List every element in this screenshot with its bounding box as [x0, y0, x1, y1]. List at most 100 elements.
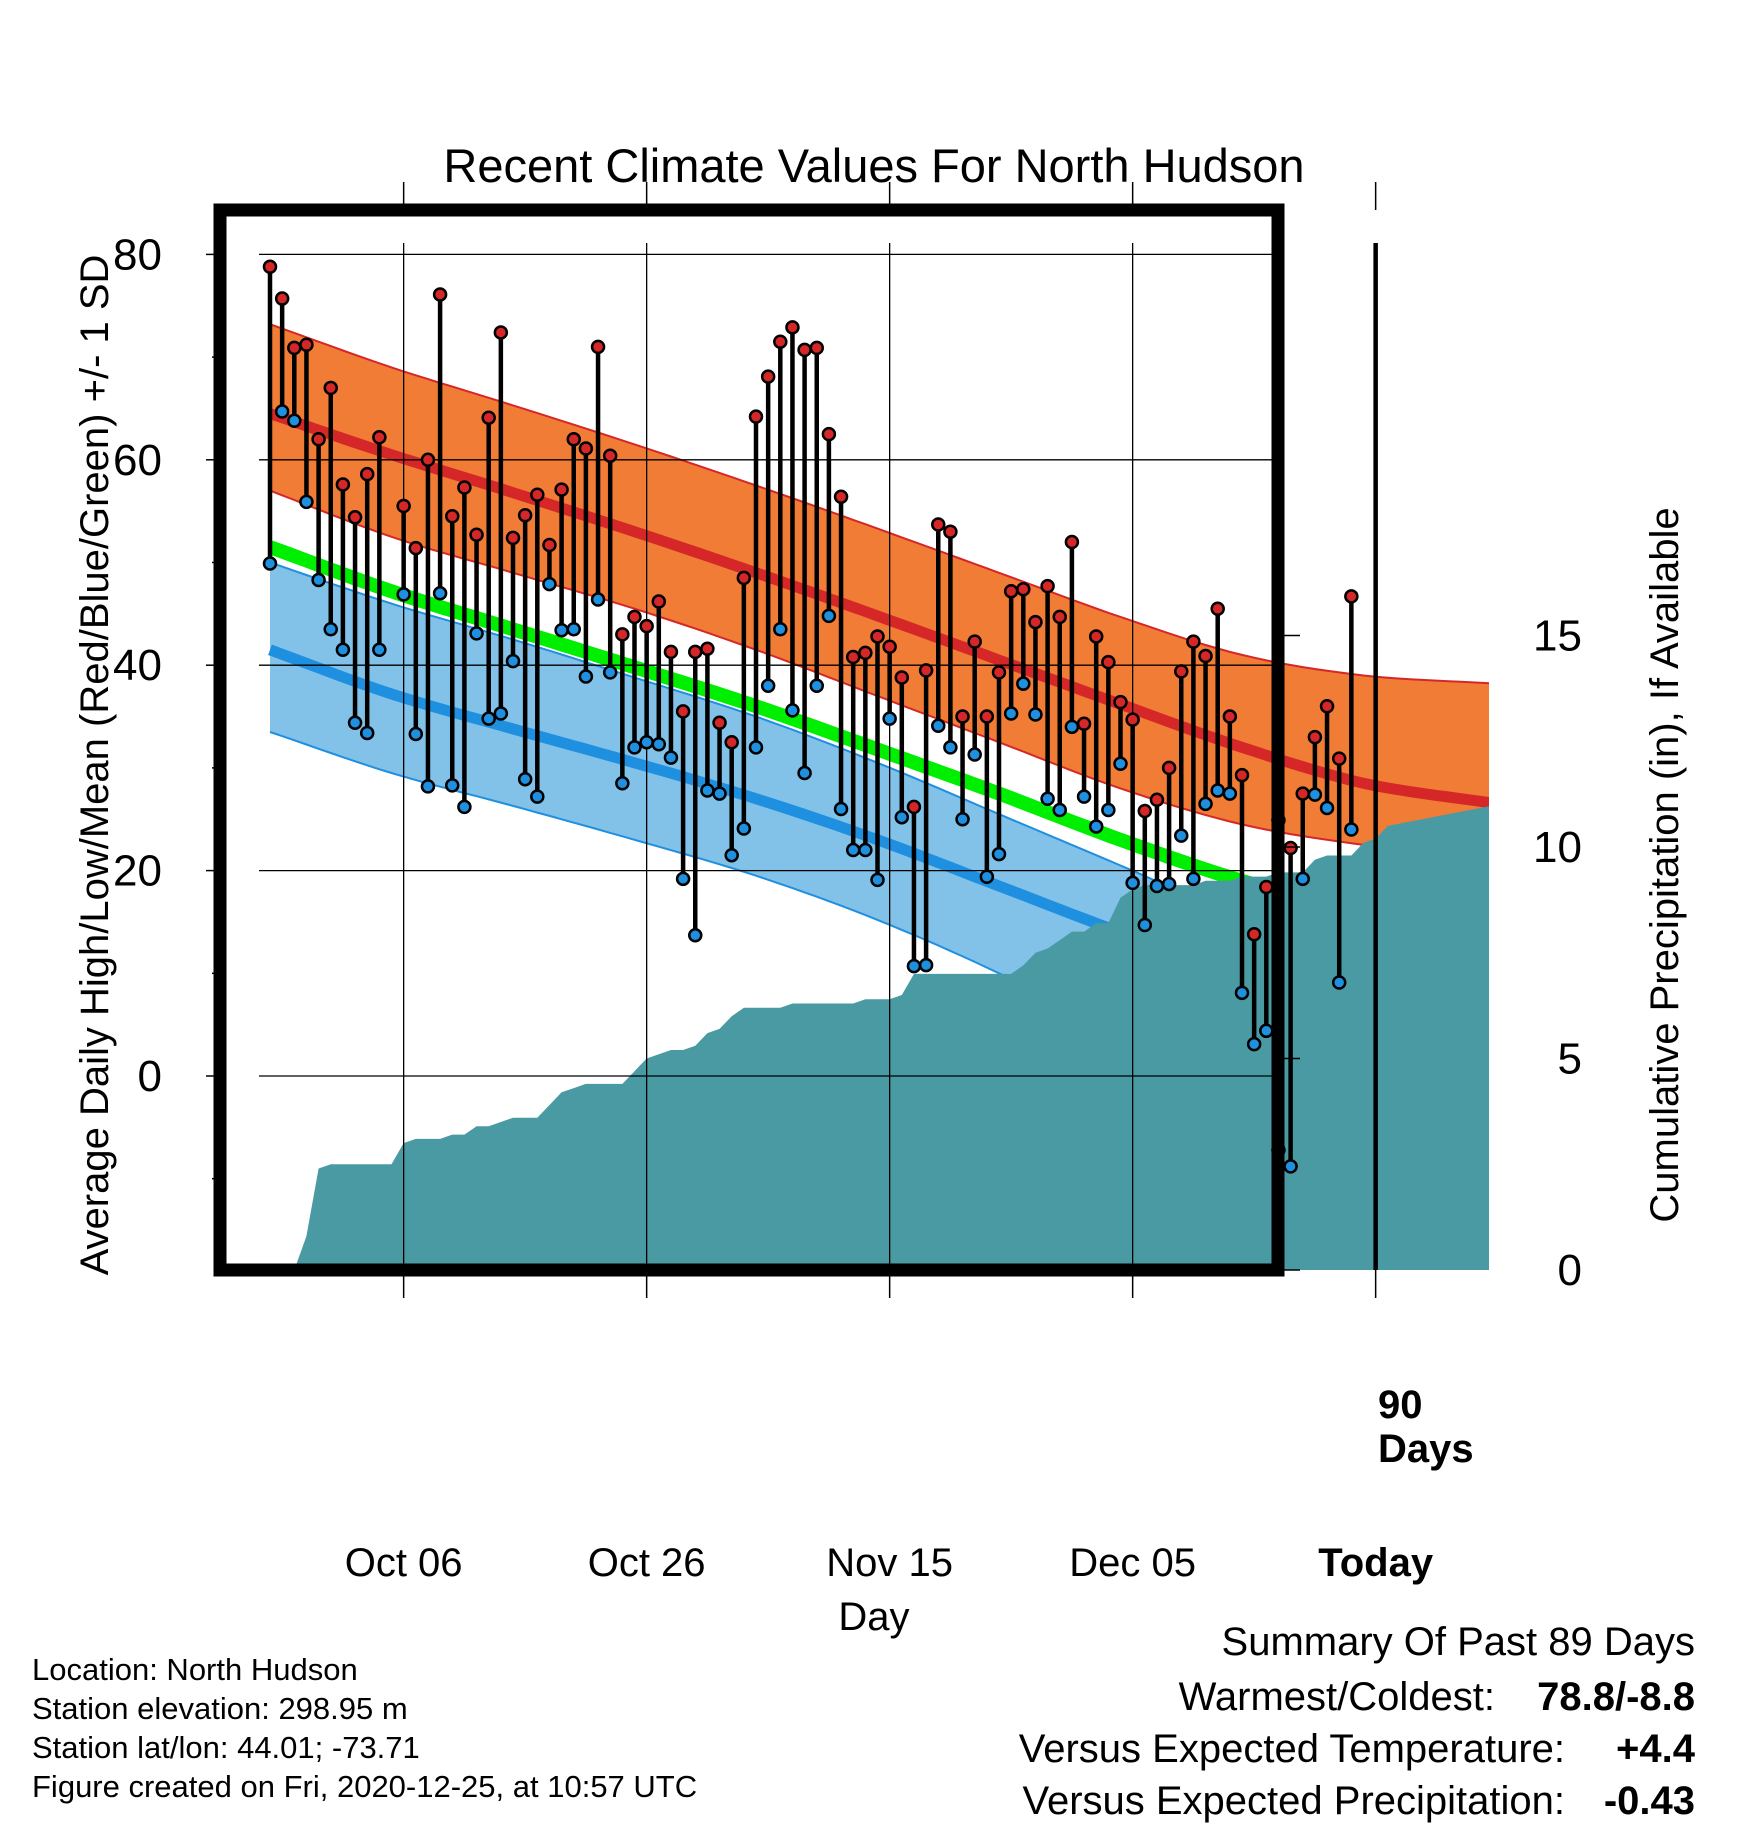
high-point	[760, 369, 776, 384]
high-point	[481, 410, 496, 425]
low-point	[323, 622, 338, 637]
high-point	[396, 498, 411, 514]
low-point	[493, 706, 509, 721]
low-point	[1076, 789, 1092, 804]
high-point	[773, 334, 788, 349]
high-point	[1210, 601, 1225, 616]
low-point	[274, 404, 290, 419]
high-point	[675, 704, 691, 719]
high-point	[1222, 709, 1238, 724]
low-point	[1088, 819, 1104, 834]
low-point	[639, 734, 654, 750]
low-point	[542, 576, 557, 592]
low-point	[1344, 822, 1359, 837]
info-latlon: Station lat/lon: 44.01; -73.71	[32, 1730, 420, 1765]
low-point	[955, 812, 970, 827]
high-point	[1125, 712, 1140, 727]
low-point	[663, 750, 679, 765]
high-point	[1283, 840, 1298, 856]
high-point	[578, 441, 594, 456]
high-point	[335, 477, 351, 492]
high-point	[1137, 803, 1153, 819]
low-point	[724, 847, 739, 863]
high-point	[797, 342, 812, 358]
high-point	[955, 709, 970, 724]
high-point	[311, 432, 326, 447]
low-point	[833, 801, 849, 817]
high-point	[432, 287, 448, 302]
low-point	[1137, 917, 1153, 933]
info-created: Figure created on Fri, 2020-12-25, at 10…	[32, 1769, 697, 1804]
today-days-count: 90	[1378, 1383, 1423, 1427]
high-point	[858, 645, 873, 661]
high-point	[931, 517, 946, 532]
high-point	[493, 325, 509, 340]
summary-precip-label: Versus Expected Precipitation:	[1022, 1779, 1565, 1823]
high-point	[469, 527, 484, 543]
high-point	[1246, 927, 1262, 942]
high-point	[408, 540, 424, 556]
x-tick-label: Nov 15	[826, 1541, 953, 1585]
high-point	[979, 709, 995, 724]
high-point	[894, 670, 910, 685]
low-point	[1283, 1159, 1298, 1174]
low-point	[505, 653, 521, 669]
plot-area	[259, 243, 1489, 1270]
high-point	[530, 487, 545, 502]
low-point	[1052, 802, 1067, 818]
low-point	[1125, 875, 1140, 891]
low-point	[627, 740, 642, 755]
low-point	[1003, 706, 1019, 721]
high-point	[359, 466, 375, 482]
high-point	[1344, 589, 1359, 604]
high-point	[505, 530, 521, 546]
chart-title: Recent Climate Values For North Hudson	[443, 139, 1304, 192]
low-point	[1040, 791, 1055, 806]
high-point	[724, 734, 739, 750]
x-tick-label: Oct 26	[588, 1541, 706, 1585]
high-point	[1113, 694, 1128, 710]
low-point	[396, 587, 411, 602]
low-point	[651, 737, 667, 752]
high-point	[809, 340, 824, 356]
low-point	[578, 669, 594, 684]
low-point	[688, 928, 703, 943]
high-point	[639, 618, 654, 634]
low-point	[408, 726, 424, 742]
low-point	[615, 776, 630, 791]
low-point	[1295, 871, 1310, 887]
y-axis-label-left: Average Daily High/Low/Mean (Red/Blue/Gr…	[73, 255, 117, 1276]
low-point	[299, 494, 314, 510]
low-point	[991, 846, 1007, 862]
high-point	[1016, 581, 1031, 597]
y-tick-label-right: 10	[1533, 823, 1582, 872]
high-point	[1161, 760, 1177, 776]
high-point	[870, 629, 885, 644]
low-point	[1331, 975, 1347, 990]
low-point	[432, 586, 448, 601]
high-point	[262, 259, 278, 274]
low-point	[311, 572, 326, 588]
high-point	[748, 409, 764, 424]
y-tick-label-right: 15	[1533, 612, 1582, 661]
summary-precip-value: -0.43	[1604, 1779, 1695, 1823]
high-point	[542, 537, 557, 553]
low-point	[700, 783, 715, 798]
low-point	[1222, 786, 1238, 801]
low-point	[760, 678, 776, 693]
high-point	[700, 641, 715, 657]
low-point	[773, 622, 788, 637]
low-point	[1186, 871, 1201, 887]
high-point	[1003, 584, 1019, 599]
high-point	[736, 570, 752, 586]
x-tick-label: Today	[1318, 1541, 1434, 1585]
high-point	[1295, 786, 1310, 801]
low-point	[262, 556, 278, 571]
high-point	[615, 627, 630, 642]
low-point	[712, 786, 727, 801]
low-point	[882, 711, 897, 726]
high-point	[627, 609, 642, 625]
high-point	[372, 429, 387, 445]
high-point	[299, 337, 314, 353]
